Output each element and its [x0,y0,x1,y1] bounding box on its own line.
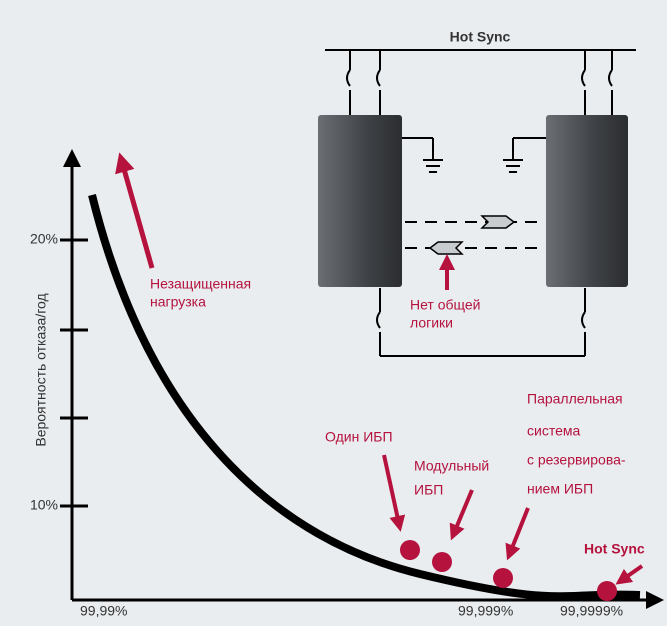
x-tick-label: 99,999% [458,603,513,619]
annotation: с резервирова- [527,452,626,468]
ups-cabinet [318,115,402,287]
y-tick-label: 20% [30,231,58,247]
note: логики [410,315,453,331]
infographic: Hot Sync Нет общей логики 20% 10% 99,99%… [0,0,667,626]
x-tick-label: 99,99% [80,603,127,619]
annotation: Модульный [414,458,489,474]
ups-cabinet [546,115,628,287]
annotation: Незащищенная [150,276,251,292]
annotation: Hot Sync [584,541,645,557]
annotation: ИБП [414,482,443,498]
note: Нет общей [410,297,481,313]
y-tick-label: 10% [30,497,58,513]
annotation: нием ИБП [527,481,593,497]
schematic-title: Hot Sync [450,29,511,45]
y-axis-label: Вероятность отказа/год [33,293,49,446]
annotation: Параллельная [527,391,623,407]
annotation: Один ИБП [325,429,393,445]
annotation: система [527,423,580,439]
annotation: нагрузка [150,294,206,310]
x-tick-label: 99,9999% [560,603,623,619]
